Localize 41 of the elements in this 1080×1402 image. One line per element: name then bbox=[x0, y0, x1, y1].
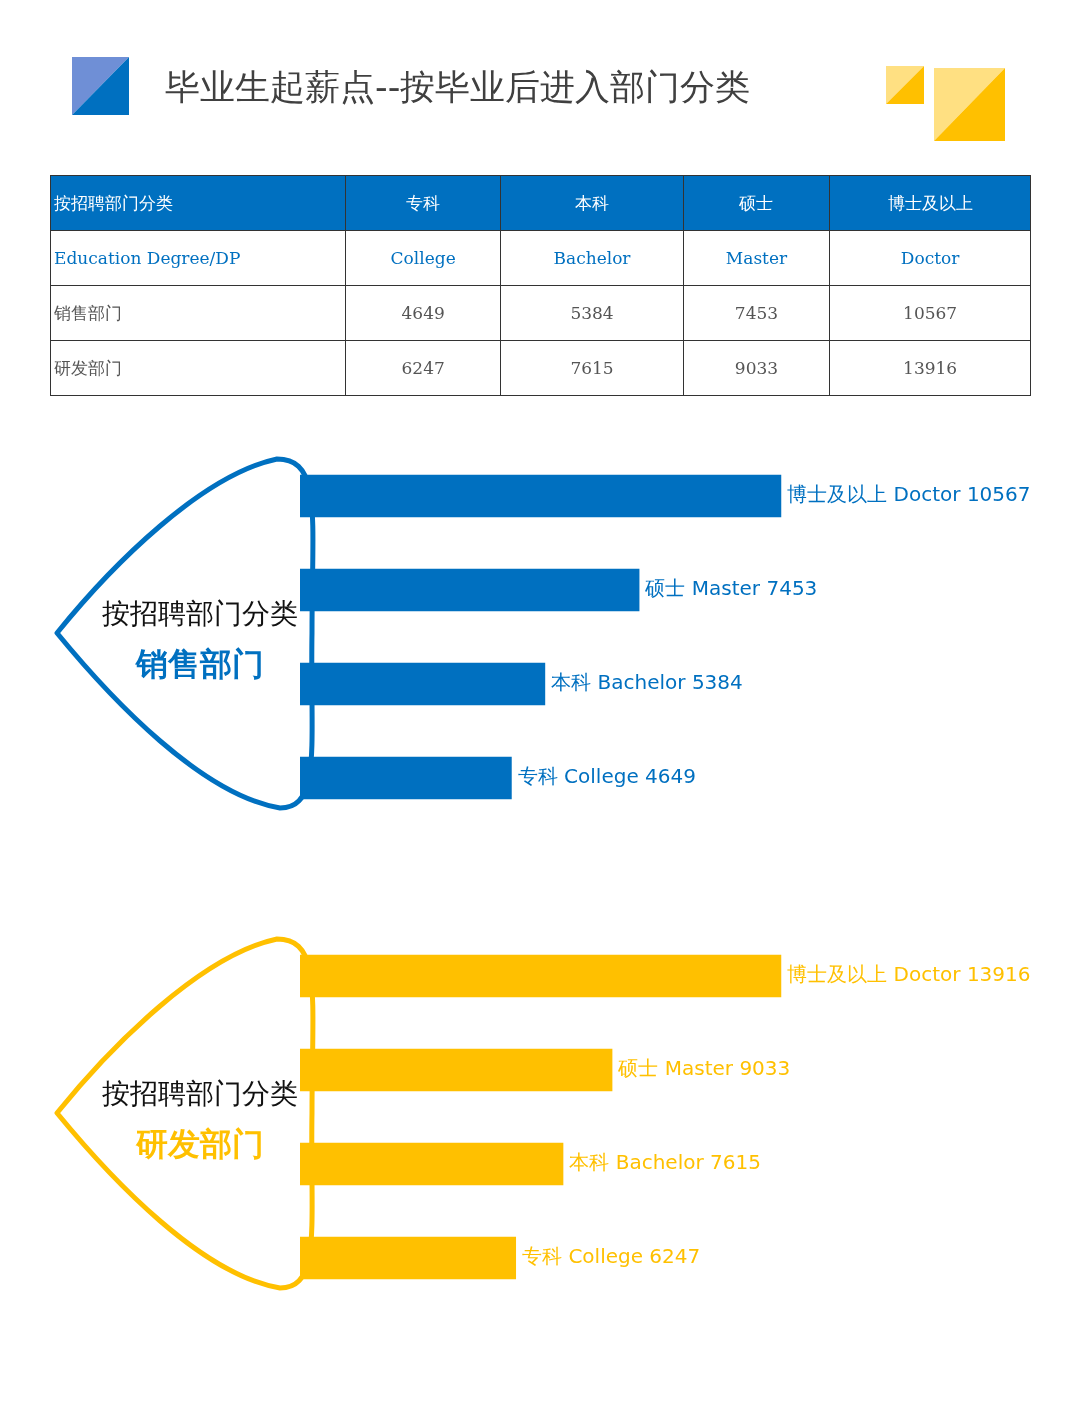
data-label: 硕士 Master 7453 bbox=[644, 576, 818, 601]
data-label: 博士及以上 Doctor 13916 bbox=[787, 962, 1031, 987]
text: 按招聘部门分类 bbox=[50, 175, 346, 231]
category-label: 本科 bbox=[500, 175, 684, 231]
data-label: 博士及以上 Doctor 10567 bbox=[787, 482, 1031, 507]
text: 销售部门 bbox=[50, 285, 346, 341]
bar bbox=[300, 1236, 517, 1280]
text: 销售部门 bbox=[134, 644, 265, 685]
y-axis-title: 按招聘部门分类 bbox=[101, 1076, 299, 1112]
text: 毕业生起薪点--按毕业后进入部门分类 bbox=[165, 66, 751, 109]
bar bbox=[300, 756, 512, 800]
text: Master bbox=[683, 230, 830, 286]
text: Bachelor bbox=[500, 230, 684, 286]
category-label: 博士及以上 bbox=[829, 175, 1031, 231]
text: College bbox=[345, 230, 501, 286]
data-label: 5384 bbox=[500, 285, 684, 341]
data-label: 4649 bbox=[345, 285, 501, 341]
bar bbox=[300, 568, 640, 612]
data-label: 本科 Bachelor 7615 bbox=[569, 1150, 761, 1175]
data-label: 7615 bbox=[500, 340, 684, 396]
text: 研发部门 bbox=[50, 340, 346, 396]
bar bbox=[300, 662, 546, 706]
data-label: 10567 bbox=[829, 285, 1031, 341]
category-label: 专科 bbox=[345, 175, 501, 231]
data-label: 硕士 Master 9033 bbox=[617, 1056, 791, 1081]
category-label: 硕士 bbox=[683, 175, 830, 231]
y-axis-title: 按招聘部门分类 bbox=[101, 596, 299, 632]
data-label: 6247 bbox=[345, 340, 501, 396]
bar bbox=[300, 1048, 613, 1092]
data-label: 专科 College 4649 bbox=[517, 764, 696, 789]
text: Education Degree/DP bbox=[50, 230, 346, 286]
data-label: 专科 College 6247 bbox=[522, 1244, 701, 1269]
data-label: 本科 Bachelor 5384 bbox=[551, 670, 743, 695]
text: 研发部门 bbox=[135, 1124, 265, 1165]
data-label: 13916 bbox=[829, 340, 1031, 396]
bar bbox=[300, 1142, 564, 1186]
bar bbox=[300, 474, 782, 518]
data-label: 9033 bbox=[683, 340, 830, 396]
data-label: 7453 bbox=[683, 285, 830, 341]
text: Doctor bbox=[829, 230, 1031, 286]
bar bbox=[300, 954, 782, 998]
